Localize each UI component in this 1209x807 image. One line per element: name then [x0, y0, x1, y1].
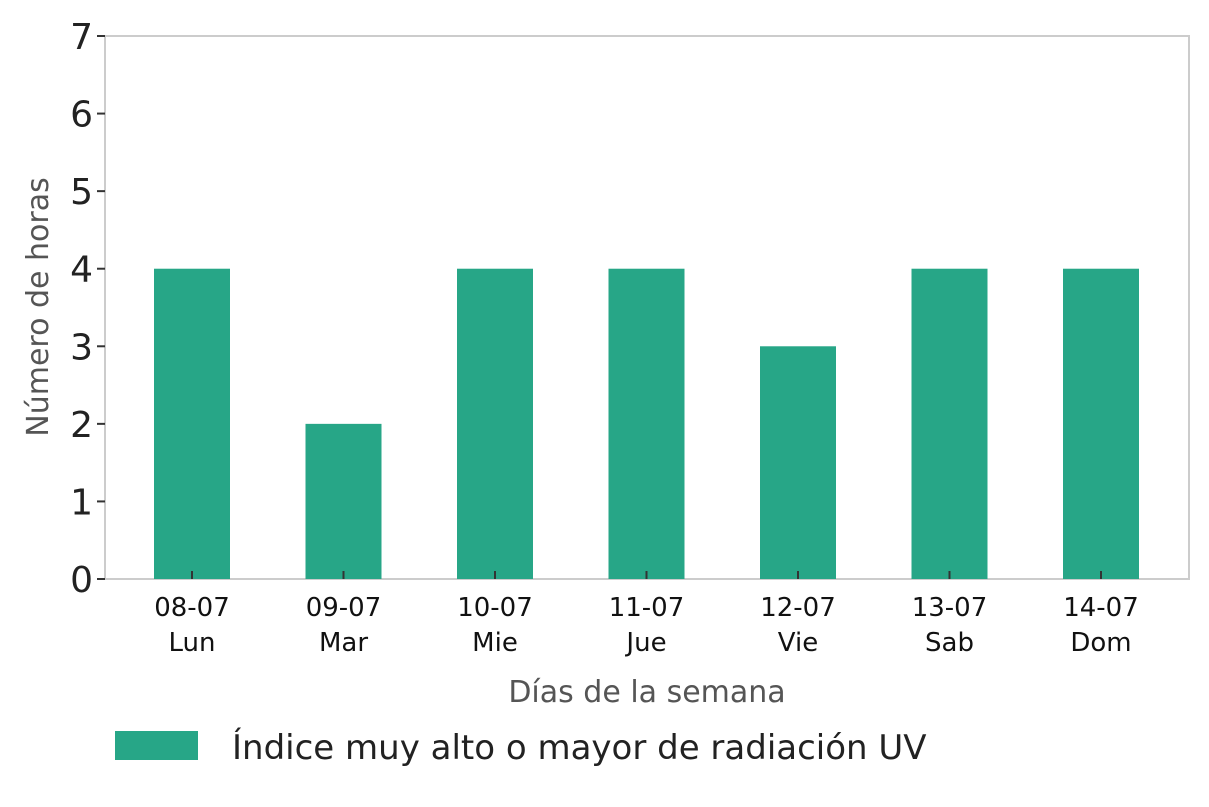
x-tick-label-day: Sab: [925, 628, 974, 658]
y-tick-label: 2: [70, 405, 93, 446]
x-tick-label-date: 13-07: [912, 593, 988, 623]
x-axis-label: Días de la semana: [508, 675, 785, 710]
x-tick-label-day: Lun: [169, 628, 216, 658]
x-tick-label-date: 09-07: [306, 593, 382, 623]
x-tick-label-day: Mie: [472, 628, 518, 658]
bar: [911, 268, 988, 579]
legend: Índice muy alto o mayor de radiación UV: [115, 727, 927, 768]
legend-label: Índice muy alto o mayor de radiación UV: [232, 727, 927, 768]
y-tick-label: 3: [70, 327, 93, 368]
bar-series: [154, 268, 1139, 579]
bar: [154, 268, 230, 579]
bar: [457, 268, 533, 579]
x-tick-label-date: 10-07: [457, 593, 533, 623]
y-axis: 0 1 2 3 4 5 6 7: [70, 17, 105, 601]
x-tick-label-day: Mar: [319, 628, 368, 658]
x-tick-label-date: 11-07: [609, 593, 685, 623]
x-tick-label-day: Dom: [1070, 628, 1131, 658]
bar: [1063, 268, 1139, 579]
bar: [608, 268, 685, 579]
y-tick-label: 7: [70, 17, 93, 58]
bar: [305, 423, 382, 579]
x-tick-label-day: Jue: [624, 628, 666, 658]
y-tick-label: 0: [70, 560, 93, 601]
bar: [760, 346, 836, 579]
x-tick-label-date: 08-07: [154, 593, 230, 623]
y-tick-label: 6: [70, 95, 93, 136]
x-tick-label-date: 12-07: [760, 593, 836, 623]
x-axis: 08-07 Lun 09-07 Mar 10-07 Mie 11-07 Jue 12-07 Vie…: [154, 571, 1139, 658]
legend-swatch: [115, 731, 198, 760]
y-axis-label: Número de horas: [21, 177, 56, 436]
x-tick-label-day: Vie: [778, 628, 818, 658]
y-tick-label: 5: [70, 172, 93, 213]
y-tick-label: 4: [70, 250, 93, 291]
x-tick-label-date: 14-07: [1063, 593, 1139, 623]
y-tick-label: 1: [70, 482, 93, 523]
